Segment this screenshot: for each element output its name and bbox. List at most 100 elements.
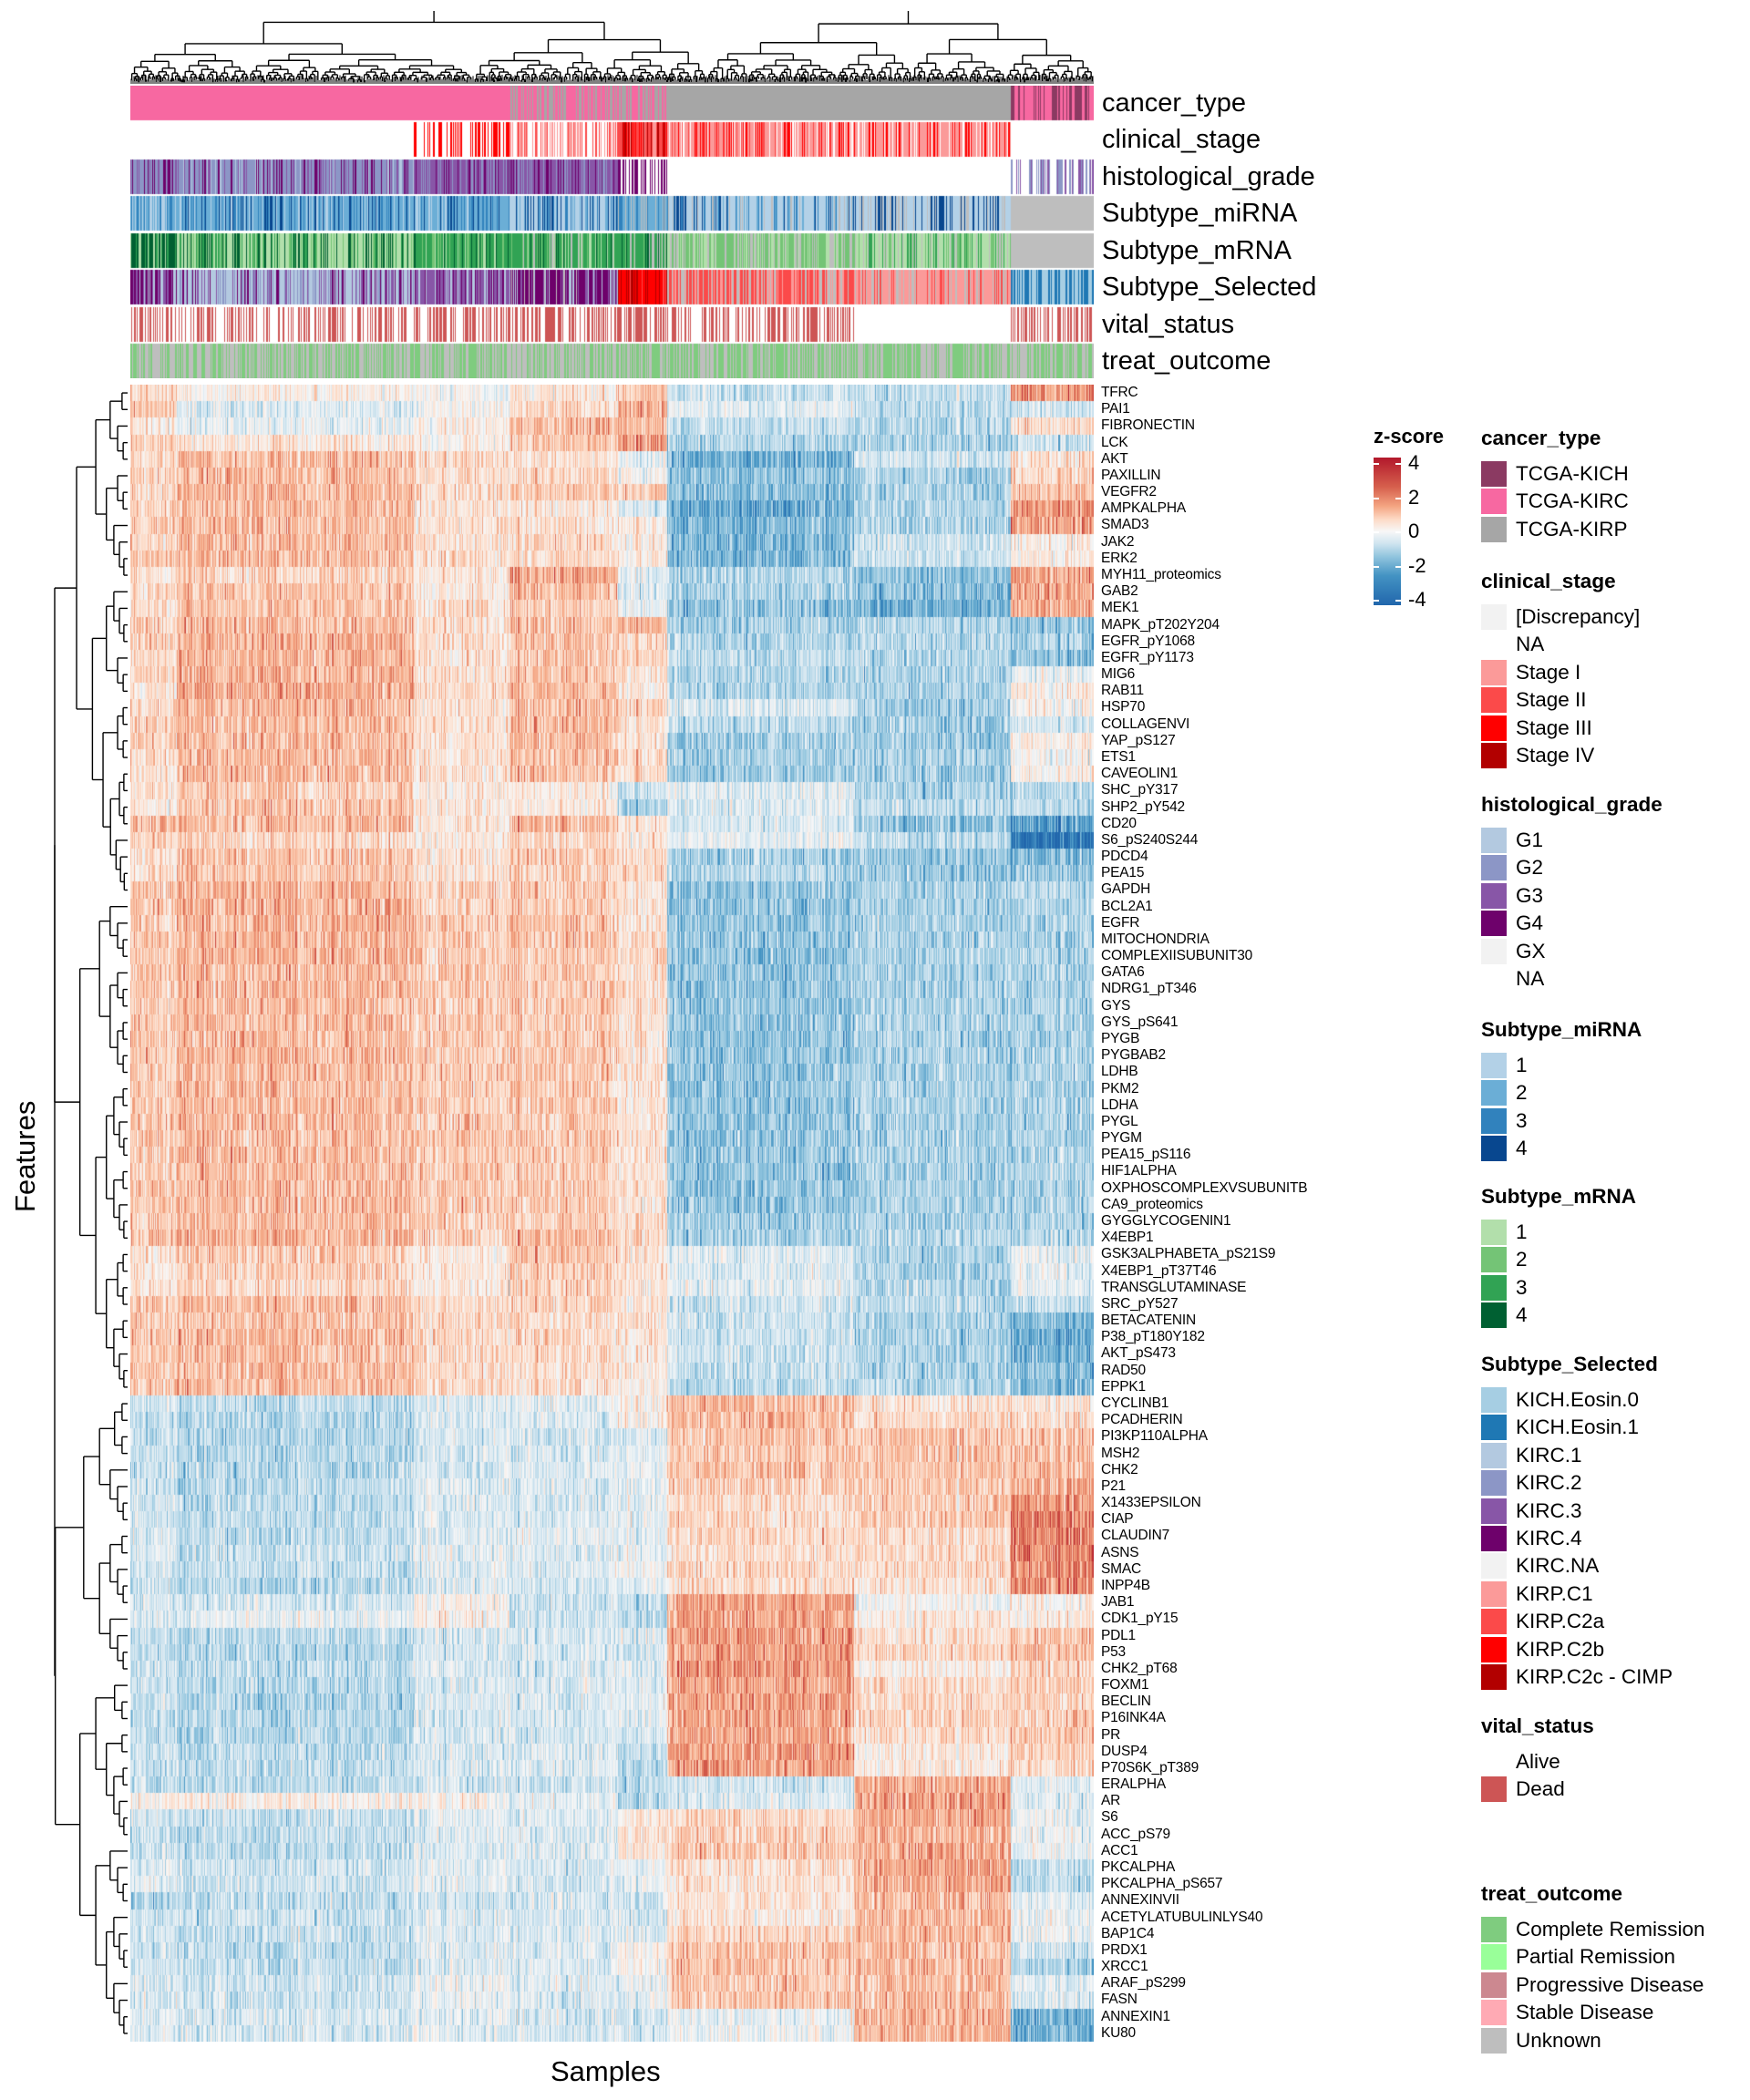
feature-label: AKT — [1101, 450, 1128, 467]
legend-item: Complete Remission — [1481, 1916, 1705, 1943]
legend-item: Alive — [1481, 1748, 1594, 1776]
legend-item: TCGA-KICH — [1481, 460, 1629, 488]
colorbar-tick-label: 4 — [1408, 451, 1420, 474]
feature-label: TFRC — [1101, 385, 1138, 400]
legend-title: clinical_stage — [1481, 570, 1616, 592]
legend-item: G4 — [1481, 910, 1662, 937]
legend-treat-outcome: treat_outcome Complete Remission Partial R… — [1481, 1880, 1705, 2054]
annotation-label-subtype-mirna: Subtype_miRNA — [1102, 199, 1298, 228]
feature-label: TRANSGLUTAMINASE — [1101, 1279, 1247, 1295]
feature-label: YAP_pS127 — [1101, 732, 1176, 748]
legend-swatch — [1481, 1080, 1507, 1107]
legend-swatch — [1481, 742, 1507, 768]
legend-swatch — [1481, 938, 1507, 964]
legend-swatch — [1481, 1136, 1507, 1162]
legend-item: KIRP.C2a — [1481, 1608, 1658, 1635]
legend-item: TCGA-KIRC — [1481, 488, 1629, 515]
feature-label: EPPK1 — [1101, 1378, 1146, 1395]
feature-label: CYCLINB1 — [1101, 1395, 1169, 1411]
legend-item: Stage I — [1481, 659, 1616, 686]
feature-label: INPP4B — [1101, 1577, 1150, 1593]
feature-label: PRDX1 — [1101, 1941, 1148, 1958]
colorbar-tick-label: 0 — [1408, 520, 1420, 542]
legend-swatch — [1481, 715, 1507, 741]
legend-label: TCGA-KIRC — [1516, 489, 1629, 513]
zscore-legend-title: z-score — [1374, 425, 1445, 448]
feature-label: JAB1 — [1101, 1594, 1135, 1611]
feature-label: RAB11 — [1101, 683, 1144, 699]
annotation-label-cancer-type: cancer_type — [1102, 88, 1246, 118]
legend-histological-grade: histological_grade G1 G2 G3 G4 GX NA — [1481, 791, 1662, 993]
legend-label: G3 — [1516, 883, 1544, 907]
feature-label: ERK2 — [1101, 550, 1138, 566]
feature-label: EGFR_pY1173 — [1101, 649, 1194, 665]
feature-label: PDCD4 — [1101, 849, 1148, 865]
feature-label: GYS_pS641 — [1101, 1014, 1179, 1030]
feature-label: PKCALPHA — [1101, 1859, 1176, 1876]
legend-title: treat_outcome — [1481, 1882, 1623, 1905]
legend-item: 4 — [1481, 1135, 1642, 1162]
feature-label: DUSP4 — [1101, 1743, 1148, 1759]
legend-swatch — [1481, 1917, 1507, 1942]
legend-label: G2 — [1516, 856, 1544, 880]
legend-item: KIRC.NA — [1481, 1552, 1658, 1580]
feature-label: VEGFR2 — [1101, 484, 1157, 500]
feature-label: PYGL — [1101, 1113, 1138, 1129]
feature-label: PYGB — [1101, 1031, 1140, 1047]
legend-label: GX — [1516, 939, 1546, 962]
feature-label: SHP2_pY542 — [1101, 798, 1185, 815]
legend-item: G3 — [1481, 882, 1662, 910]
feature-label: PYGBAB2 — [1101, 1047, 1166, 1064]
legend-swatch — [1481, 1442, 1507, 1468]
legend-subtype-selected: Subtype_Selected KICH.Eosin.0 KICH.Eosin.1… — [1481, 1351, 1673, 1691]
colorbar-tick — [1374, 531, 1379, 533]
legend-title: Subtype_mRNA — [1481, 1185, 1637, 1208]
feature-label: MSH2 — [1101, 1445, 1140, 1461]
feature-label: GAB2 — [1101, 583, 1138, 600]
legend-swatch — [1481, 1053, 1507, 1078]
legend-item: 1 — [1481, 1052, 1642, 1079]
annotation-label-histological-grade: histological_grade — [1102, 162, 1315, 191]
legend-item: Dead — [1481, 1776, 1594, 1803]
legend-label: G4 — [1516, 911, 1544, 935]
legend-swatch — [1481, 632, 1507, 658]
feature-label: FIBRONECTIN — [1101, 417, 1195, 434]
feature-label: ARAF_pS299 — [1101, 1975, 1186, 1992]
legend-swatch — [1481, 659, 1507, 685]
legend-label: KIRP.C1 — [1516, 1581, 1593, 1605]
legend-swatch — [1481, 1609, 1507, 1635]
legend-swatch — [1481, 604, 1507, 630]
legend-swatch — [1481, 1553, 1507, 1580]
legend-label: 3 — [1516, 1108, 1528, 1132]
feature-label: P70S6K_pT389 — [1101, 1759, 1199, 1776]
legend-swatch — [1481, 1525, 1507, 1551]
legend-swatch — [1481, 1107, 1507, 1134]
legend-item: KIRP.C1 — [1481, 1580, 1658, 1608]
y-axis-label: Features — [9, 1100, 41, 1212]
legend-cancer-type: cancer_type TCGA-KICH TCGA-KIRC TCGA-KIRP — [1481, 425, 1629, 543]
legend-label: 2 — [1516, 1248, 1528, 1271]
feature-label: PCADHERIN — [1101, 1412, 1183, 1428]
colorbar-tick-label: -2 — [1408, 553, 1426, 577]
feature-label: ACETYLATUBULINLYS40 — [1101, 1909, 1263, 1925]
feature-label: PEA15 — [1101, 865, 1145, 881]
legend-title: cancer_type — [1481, 427, 1601, 449]
legend-swatch — [1481, 1220, 1507, 1245]
legend-label: KIRP.C2c - CIMP — [1516, 1664, 1673, 1688]
legend-swatch — [1481, 1663, 1507, 1690]
feature-label: S6 — [1101, 1809, 1118, 1826]
feature-label: PDL1 — [1101, 1627, 1136, 1643]
feature-label: X4EBP1_pT37T46 — [1101, 1262, 1217, 1279]
colorbar-tick — [1395, 600, 1401, 602]
legend-label: 2 — [1516, 1081, 1528, 1105]
feature-label: CA9_proteomics — [1101, 1196, 1203, 1212]
legend-item: 1 — [1481, 1219, 1636, 1246]
legend-swatch — [1481, 828, 1507, 853]
colorbar-tick — [1395, 565, 1401, 568]
legend-subtype-mrna: Subtype_mRNA 1 2 3 4 — [1481, 1183, 1636, 1330]
legend-label: Stage IV — [1516, 743, 1595, 767]
feature-label: MAPK_pT202Y204 — [1101, 616, 1220, 633]
feature-label: NDRG1_pT346 — [1101, 981, 1197, 997]
feature-label: ANNEXINVII — [1101, 1892, 1179, 1909]
feature-label: X4EBP1 — [1101, 1230, 1154, 1246]
